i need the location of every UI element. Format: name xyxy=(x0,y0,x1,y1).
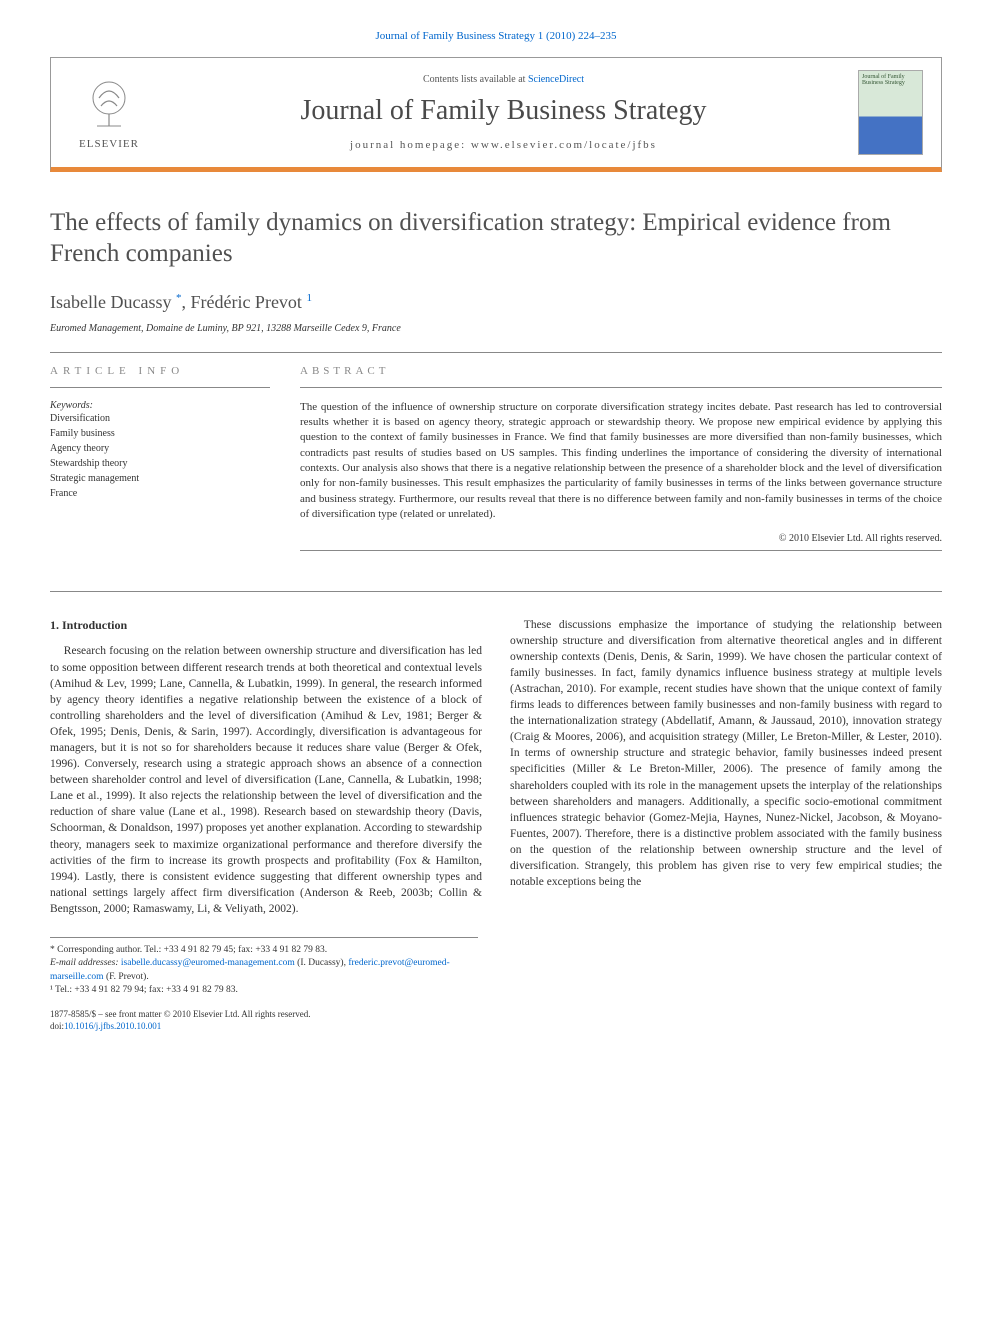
divider xyxy=(300,550,942,551)
keyword: Family business xyxy=(50,426,270,441)
doi-prefix: doi: xyxy=(50,1021,64,1031)
publisher-logo: ELSEVIER xyxy=(69,70,149,155)
footnotes-block: * Corresponding author. Tel.: +33 4 91 8… xyxy=(50,937,478,997)
publisher-name: ELSEVIER xyxy=(79,138,139,150)
article-title: The effects of family dynamics on divers… xyxy=(50,207,942,270)
bottom-matter: 1877-8585/$ – see front matter © 2010 El… xyxy=(50,1009,942,1032)
abstract-heading: ABSTRACT xyxy=(300,365,942,377)
section-1-heading: 1. Introduction xyxy=(50,617,482,634)
contents-available-line: Contents lists available at ScienceDirec… xyxy=(167,74,840,85)
corresponding-author-note: * Corresponding author. Tel.: +33 4 91 8… xyxy=(50,944,478,957)
affiliation: Euromed Management, Domaine de Luminy, B… xyxy=(50,323,942,334)
divider xyxy=(300,387,942,388)
email-label: E-mail addresses: xyxy=(50,958,119,968)
abstract-block: ABSTRACT The question of the influence o… xyxy=(300,365,942,563)
body-paragraph: These discussions emphasize the importan… xyxy=(510,617,942,891)
journal-reference: Journal of Family Business Strategy 1 (2… xyxy=(50,30,942,42)
author-1: Isabelle Ducassy xyxy=(50,292,171,312)
author-1-mark[interactable]: * xyxy=(176,292,182,304)
keyword: Diversification xyxy=(50,411,270,426)
contents-prefix: Contents lists available at xyxy=(423,74,528,85)
author-2: Frédéric Prevot xyxy=(190,292,301,312)
journal-cover-thumbnail: Journal of Family Business Strategy xyxy=(858,70,923,155)
keyword: France xyxy=(50,486,270,501)
header-center: Contents lists available at ScienceDirec… xyxy=(167,74,840,151)
divider xyxy=(50,352,942,353)
keywords-label: Keywords: xyxy=(50,400,270,411)
keyword: Strategic management xyxy=(50,471,270,486)
journal-homepage: journal homepage: www.elsevier.com/locat… xyxy=(167,139,840,151)
divider xyxy=(50,387,270,388)
doi-link[interactable]: 10.1016/j.jfbs.2010.10.001 xyxy=(64,1021,161,1031)
abstract-copyright: © 2010 Elsevier Ltd. All rights reserved… xyxy=(300,533,942,544)
elsevier-tree-icon xyxy=(79,76,139,136)
authors-line: Isabelle Ducassy *, Frédéric Prevot 1 xyxy=(50,292,942,313)
doi-line: doi:10.1016/j.jfbs.2010.10.001 xyxy=(50,1021,942,1033)
issn-copyright-line: 1877-8585/$ – see front matter © 2010 El… xyxy=(50,1009,942,1021)
journal-name: Journal of Family Business Strategy xyxy=(167,95,840,127)
divider xyxy=(50,591,942,592)
sciencedirect-link[interactable]: ScienceDirect xyxy=(528,74,584,85)
keyword: Agency theory xyxy=(50,441,270,456)
keyword: Stewardship theory xyxy=(50,456,270,471)
info-abstract-row: ARTICLE INFO Keywords: Diversification F… xyxy=(50,365,942,563)
author-2-mark[interactable]: 1 xyxy=(306,292,312,304)
article-info-heading: ARTICLE INFO xyxy=(50,365,270,377)
email-addresses-line: E-mail addresses: isabelle.ducassy@eurom… xyxy=(50,957,478,984)
email-link-1[interactable]: isabelle.ducassy@euromed-management.com xyxy=(121,958,295,968)
journal-header-box: ELSEVIER Contents lists available at Sci… xyxy=(50,57,942,172)
abstract-text: The question of the influence of ownersh… xyxy=(300,400,942,523)
article-body: 1. Introduction Research focusing on the… xyxy=(50,617,942,917)
article-info-block: ARTICLE INFO Keywords: Diversification F… xyxy=(50,365,270,563)
email-2-attribution: (F. Prevot). xyxy=(106,972,149,982)
email-1-attribution: (I. Ducassy), xyxy=(297,958,346,968)
footnote-1: ¹ Tel.: +33 4 91 82 79 94; fax: +33 4 91… xyxy=(50,984,478,997)
keywords-list: Diversification Family business Agency t… xyxy=(50,411,270,501)
body-paragraph: Research focusing on the relation betwee… xyxy=(50,643,482,917)
